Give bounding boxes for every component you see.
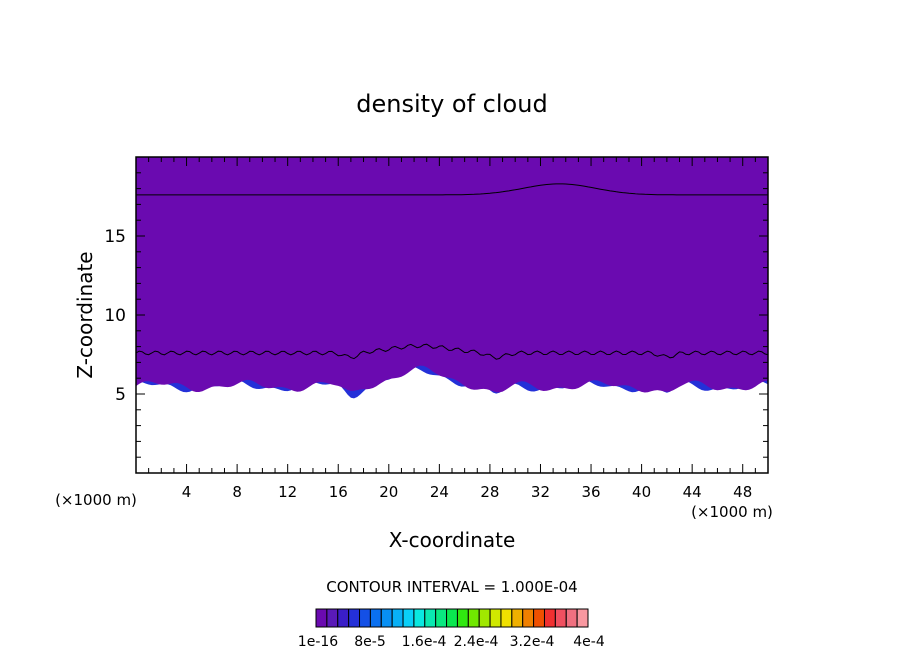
chart-title: density of cloud (356, 90, 547, 118)
colorbar (315, 608, 589, 628)
x-tick-label: 24 (430, 483, 449, 501)
colorbar-swatch (511, 608, 524, 628)
colorbar-swatch (554, 608, 567, 628)
plot-area (135, 156, 769, 474)
colorbar-swatch (424, 608, 437, 628)
x-tick-label: 44 (683, 483, 702, 501)
x-tick-label: 48 (733, 483, 752, 501)
y-tick-label: 5 (115, 385, 126, 405)
field-band (136, 157, 768, 393)
colorbar-swatch (435, 608, 448, 628)
x-tick-label: 36 (581, 483, 600, 501)
y-axis-ticks: 5 10 15 (104, 172, 768, 458)
colorbar-swatch (467, 608, 480, 628)
colorbar-swatch (522, 608, 535, 628)
colorbar-swatch (456, 608, 469, 628)
y-tick-label: 10 (104, 306, 126, 326)
colorbar-swatch (446, 608, 458, 628)
colorbar-swatch (348, 608, 361, 628)
colorbar-tick-label: 2.4e-4 (454, 634, 499, 650)
x-tick-label: 4 (182, 483, 192, 501)
x-tick-label: 20 (379, 483, 398, 501)
colorbar-tick-label: 3.2e-4 (510, 634, 555, 650)
y-unit-label: (×1000 m) (691, 503, 773, 521)
x-axis-ticks: 4 8 12 16 20 24 28 32 36 40 44 48 (148, 157, 756, 501)
colorbar-swatch (565, 608, 578, 628)
contour-interval-text: CONTOUR INTERVAL = 1.000E-04 (326, 578, 577, 596)
colorbar-swatch (478, 608, 491, 628)
colorbar-swatch (533, 608, 545, 628)
x-tick-label: 28 (480, 483, 499, 501)
x-tick-label: 32 (531, 483, 550, 501)
colorbar-swatch (337, 608, 350, 628)
x-axis-label: X-coordinate (389, 528, 516, 552)
x-tick-label: 16 (329, 483, 348, 501)
colorbar-swatch (369, 608, 382, 628)
colorbar-swatch (500, 608, 513, 628)
colorbar-swatch (576, 608, 589, 628)
colorbar-swatch (413, 608, 426, 628)
x-tick-label: 8 (232, 483, 242, 501)
colorbar-tick-label: 8e-5 (354, 634, 385, 650)
colorbar-swatch (315, 608, 328, 628)
y-tick-label: 15 (104, 227, 126, 247)
x-tick-label: 40 (632, 483, 651, 501)
contour-line (136, 343, 768, 360)
colorbar-tick-label: 1.6e-4 (402, 634, 447, 650)
colorbar-swatch (326, 608, 339, 628)
colorbar-swatch (391, 608, 404, 628)
colorbar-swatch (489, 608, 502, 628)
contour-line (136, 183, 768, 196)
colorbar-swatch (402, 608, 415, 628)
colorbar-swatch (543, 608, 556, 628)
colorbar-labels: 1e-16 8e-5 1.6e-4 2.4e-4 3.2e-4 4e-4 (298, 634, 605, 650)
x-unit-label: (×1000 m) (55, 491, 137, 509)
colorbar-tick-label: 1e-16 (298, 634, 338, 650)
colorbar-tick-label: 4e-4 (573, 634, 605, 650)
x-tick-label: 12 (278, 483, 297, 501)
colorbar-swatch (380, 608, 393, 628)
y-axis-label: Z-coordinate (73, 251, 97, 378)
colorbar-swatch (359, 608, 371, 628)
